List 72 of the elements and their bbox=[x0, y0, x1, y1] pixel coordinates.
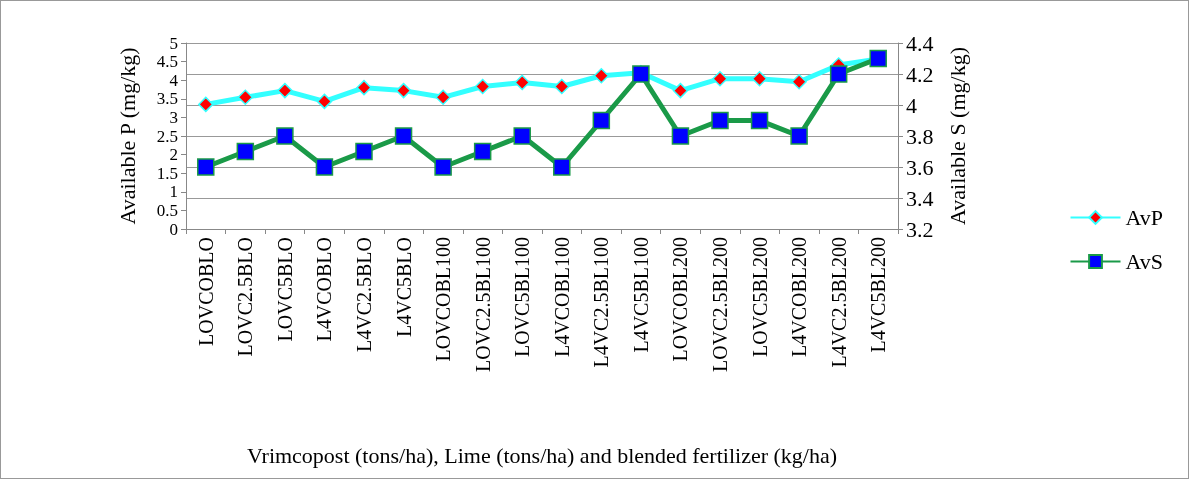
point bbox=[829, 65, 848, 83]
point bbox=[198, 96, 214, 113]
x-tick-label: LOVC2.5BL200 bbox=[709, 237, 731, 372]
point bbox=[394, 127, 413, 145]
point bbox=[435, 89, 451, 106]
y-tick-label: 5 bbox=[169, 33, 178, 53]
point bbox=[236, 142, 255, 161]
point bbox=[791, 73, 807, 90]
point bbox=[750, 111, 769, 130]
point bbox=[671, 127, 690, 145]
point bbox=[474, 78, 491, 95]
x-tick-label: L4VCOBLO bbox=[313, 237, 336, 342]
x-tick-label: L4VC2.5BLO bbox=[353, 237, 375, 352]
y-axis-title: Available P (mg/kg) bbox=[114, 47, 140, 225]
point bbox=[553, 158, 571, 176]
legend-label: AvP bbox=[1125, 205, 1164, 230]
y-tick-label: 1 bbox=[169, 182, 178, 202]
x-tick-label: LOVC2.5BL100 bbox=[471, 237, 494, 372]
legend-label: AvS bbox=[1125, 249, 1164, 274]
point bbox=[316, 93, 333, 110]
y2-tick-label: 4.4 bbox=[906, 30, 934, 56]
point bbox=[672, 82, 689, 99]
point bbox=[356, 79, 372, 96]
x-tick-label: L4VC5BL200 bbox=[867, 237, 890, 353]
y-tick-label: 0.5 bbox=[156, 200, 178, 220]
y2-tick-label: 4.2 bbox=[906, 61, 934, 87]
point bbox=[276, 127, 294, 145]
x-tick-label: LOVCOBL200 bbox=[669, 237, 692, 362]
x-tick-label: LOVCOBLO bbox=[194, 237, 217, 346]
point bbox=[514, 74, 530, 91]
point bbox=[592, 111, 611, 130]
x-tick-label: L4VCOBL100 bbox=[550, 237, 573, 357]
x-tick-label: LOVC5BL200 bbox=[748, 237, 771, 357]
point bbox=[554, 78, 570, 95]
y-tick-label: 0 bbox=[169, 219, 178, 239]
point bbox=[790, 127, 808, 145]
y-tick-label: 3.5 bbox=[156, 89, 178, 109]
point bbox=[197, 158, 215, 176]
y-tick-label: 3 bbox=[169, 107, 178, 127]
x-tick-label: L4VC2.5BL100 bbox=[590, 237, 613, 368]
point bbox=[315, 158, 334, 176]
x-tick-label: LOVC5BLO bbox=[273, 237, 296, 342]
x-tick-label: L4VC5BLO bbox=[392, 237, 415, 337]
y2-tick-label: 3.6 bbox=[906, 154, 934, 180]
x-axis-title: Vrimcopost (tons/ha), Lime (tons/ha) and blended fertilizer (kg/ha) bbox=[246, 442, 838, 468]
y-tick-label: 4.5 bbox=[156, 52, 178, 72]
x-tick-label: L4VC5BL100 bbox=[629, 237, 652, 353]
point bbox=[513, 127, 531, 145]
x-tick-label: LOVCOBL100 bbox=[432, 237, 455, 362]
y-tick-label: 2.5 bbox=[156, 126, 178, 146]
y2-tick-label: 3.4 bbox=[906, 185, 934, 211]
x-tick-label: L4VC2.5BL200 bbox=[827, 237, 850, 368]
y2-tick-label: 3.8 bbox=[906, 123, 934, 149]
y-tick-label: 2 bbox=[169, 145, 178, 165]
y-tick-label: 1.5 bbox=[156, 163, 178, 183]
point bbox=[434, 158, 452, 176]
point bbox=[712, 70, 728, 87]
x-tick-label: L4VCOBL200 bbox=[788, 237, 811, 357]
point bbox=[355, 142, 373, 161]
point bbox=[751, 70, 768, 87]
y2-tick-label: 4 bbox=[906, 92, 917, 118]
x-tick-label: LOVC2.5BLO bbox=[234, 237, 257, 357]
point bbox=[277, 82, 293, 99]
y2-axis-title: Available S (mg/kg) bbox=[944, 47, 970, 225]
y2-tick-label: 3.2 bbox=[906, 216, 934, 242]
y-tick-label: 4 bbox=[169, 70, 179, 90]
point bbox=[711, 111, 729, 130]
point bbox=[593, 67, 610, 84]
point bbox=[473, 142, 492, 161]
point bbox=[395, 82, 412, 99]
x-tick-label: LOVC5BL100 bbox=[511, 237, 534, 357]
point bbox=[237, 89, 254, 106]
